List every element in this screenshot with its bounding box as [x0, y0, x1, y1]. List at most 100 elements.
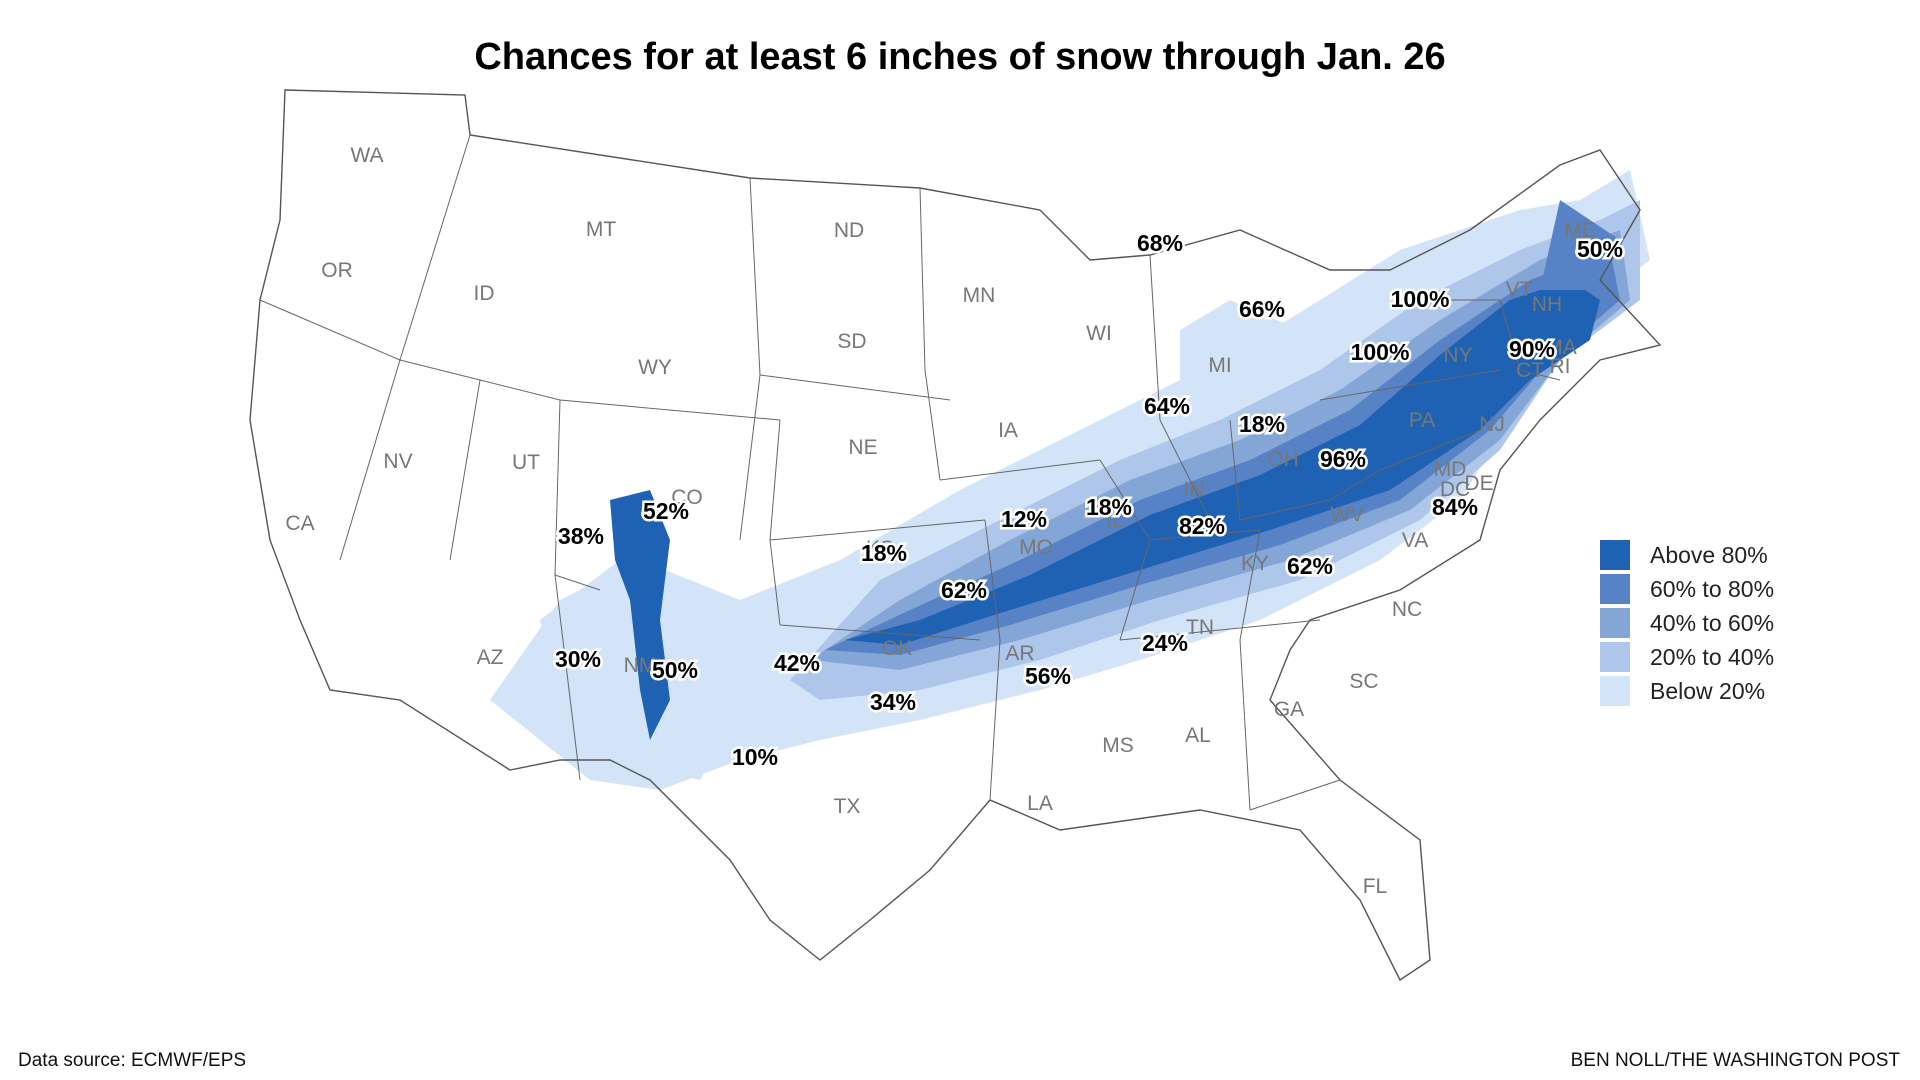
state-label: OH [1267, 448, 1299, 471]
percent-label: 18% [1239, 411, 1285, 437]
legend-label: Above 80% [1650, 541, 1768, 568]
snow-probability-bands [490, 170, 1650, 790]
percent-labels: 68% 50% 66% 100% 100% 90% 64% 18% 96% 52… [552, 228, 1625, 773]
state-label: MI [1208, 354, 1231, 377]
percent-label: 56% [1025, 663, 1071, 689]
state-label: IA [998, 419, 1018, 442]
legend-item: 60% to 80% [1600, 572, 1774, 606]
state-label: NJ [1479, 413, 1505, 436]
state-label: AL [1185, 724, 1211, 747]
state-label: CT [1516, 359, 1544, 382]
state-label: WV [1330, 503, 1364, 526]
percent-label: 12% [1001, 506, 1047, 532]
state-label: CA [285, 512, 314, 535]
state-label: MN [963, 284, 996, 307]
band-below-20 [490, 170, 1650, 790]
percent-label: 66% [1239, 296, 1285, 322]
band-60-80-maine [1540, 200, 1620, 290]
legend-label: 20% to 40% [1650, 643, 1775, 670]
percent-label: 68% [1137, 230, 1183, 256]
state-label: IN [1184, 478, 1205, 501]
percent-label: 24% [1142, 630, 1188, 656]
state-label: NH [1532, 293, 1562, 316]
legend: Above 80% 60% to 80% 40% to 60% 20% to 4… [1600, 538, 1774, 708]
percent-label: 90% [1509, 336, 1555, 362]
legend-label: 40% to 60% [1650, 609, 1775, 636]
state-label: KS [866, 537, 894, 560]
state-borders [249, 89, 1662, 982]
legend-item: Below 20% [1600, 674, 1774, 708]
percent-label: 42% [774, 650, 820, 676]
legend-swatch [1600, 642, 1630, 672]
state-label: MO [1019, 536, 1053, 559]
state-label: LA [1027, 792, 1053, 815]
percent-label: 62% [1287, 553, 1333, 579]
legend-swatch [1600, 574, 1630, 604]
state-label: ND [834, 219, 864, 242]
state-label: VA [1402, 529, 1428, 552]
state-label: DE [1464, 472, 1493, 495]
state-label: TN [1186, 616, 1214, 639]
legend-item: 40% to 60% [1600, 606, 1774, 640]
state-label: SC [1349, 670, 1378, 693]
percent-label: 10% [732, 744, 778, 770]
legend-item: Above 80% [1600, 538, 1774, 572]
state-label: FL [1363, 875, 1388, 898]
legend-swatch [1600, 608, 1630, 638]
state-label: WA [350, 144, 383, 167]
state-label: WY [638, 356, 672, 379]
state-label: RI [1550, 355, 1571, 378]
legend-label: Below 20% [1650, 677, 1766, 704]
state-label: UT [512, 451, 540, 474]
percent-label: 96% [1320, 446, 1366, 472]
percent-label: 18% [1086, 494, 1132, 520]
state-lines [259, 134, 1561, 811]
state-label: NE [848, 436, 877, 459]
state-label: NV [383, 450, 412, 473]
credit-line: BEN NOLL/THE WASHINGTON POST [1570, 1050, 1900, 1071]
percent-label: 100% [1391, 286, 1450, 312]
state-label: IL [1106, 509, 1124, 532]
state-label: NM [624, 654, 657, 677]
percent-label: 62% [941, 577, 987, 603]
state-label: OR [321, 259, 353, 282]
state-label: MD [1434, 458, 1467, 481]
percent-label: 50% [1577, 236, 1623, 262]
state-label: WI [1086, 322, 1112, 345]
percent-label: 64% [1144, 393, 1190, 419]
band-below-20-michigan [1180, 300, 1300, 420]
state-label: MA [1545, 336, 1577, 359]
legend-swatch [1600, 540, 1630, 570]
percent-label: 84% [1432, 494, 1478, 520]
state-label: NC [1392, 598, 1422, 621]
state-label: CO [671, 486, 703, 509]
percent-label: 18% [861, 540, 907, 566]
percent-label: 50% [652, 657, 698, 683]
state-labels: WA OR CA NV ID MT WY UT CO AZ NM ND SD N… [285, 144, 1595, 898]
percent-label: 52% [643, 498, 689, 524]
state-label: OK [882, 637, 912, 660]
map-title: Chances for at least 6 inches of snow th… [474, 36, 1446, 78]
legend-item: 20% to 40% [1600, 640, 1774, 674]
band-40-60 [810, 230, 1630, 670]
percent-label: 82% [1179, 513, 1225, 539]
state-label: PA [1409, 409, 1435, 432]
state-label: MT [586, 218, 616, 241]
percent-label: 34% [870, 689, 916, 715]
state-label: NY [1443, 344, 1472, 367]
percent-label: 100% [1351, 339, 1410, 365]
band-above-80-colorado [610, 490, 670, 740]
state-label: ID [474, 282, 495, 305]
legend-label: 60% to 80% [1650, 575, 1775, 602]
state-label: SD [837, 330, 866, 353]
state-label: KY [1241, 552, 1269, 575]
state-label: GA [1274, 698, 1304, 721]
state-label: AR [1005, 642, 1034, 665]
state-label: MS [1102, 734, 1134, 757]
percent-label: 30% [555, 646, 601, 672]
band-above-80 [845, 280, 1600, 645]
legend-swatch [1600, 676, 1630, 706]
state-label: ME [1564, 219, 1596, 242]
state-label: TX [834, 795, 861, 818]
